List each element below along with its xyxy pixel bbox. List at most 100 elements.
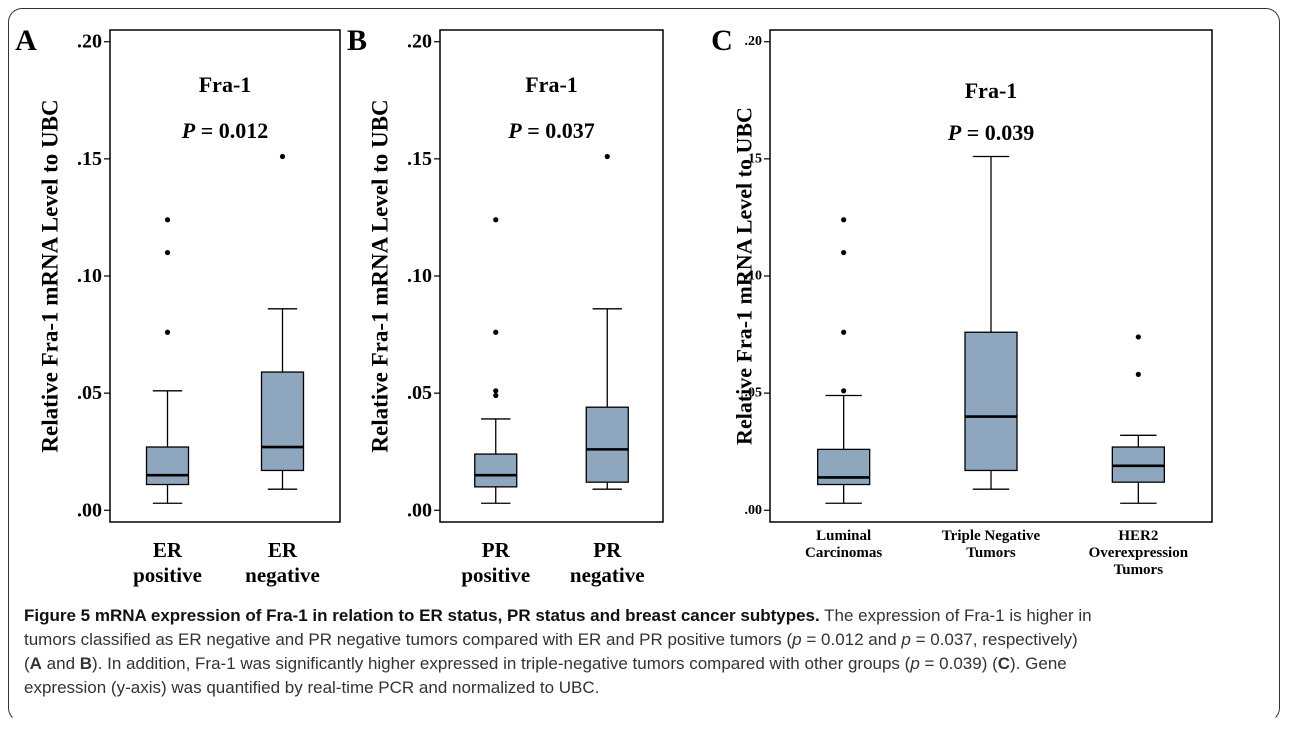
y-tick-label: .15 [77,148,102,170]
panel-letter-a: A [15,24,37,57]
box-plot-b-1 [474,217,518,504]
panel-c: C Relative Fra-1 mRNA Level to UBC .00 .05.… [711,24,1213,578]
caption-text-3a: ( [24,654,30,673]
y-tick-label: .00 [407,499,432,521]
y-axis-label-b: Relative Fra-1 mRNA Level to UBC [368,99,393,452]
p-value-c: P = 0.039 [947,120,1035,145]
gene-title-c: Fra-1 [965,78,1018,103]
caption-text-3and: and [41,654,80,673]
caption-ref-a: A [29,654,42,673]
category-label: positive [133,563,202,587]
y-tick-label: .10 [745,269,763,284]
caption-p-symbol-1: p [792,630,802,649]
y-tick-label: .05 [77,382,102,404]
outlier-point [164,249,171,256]
category-label: negative [570,563,645,587]
caption-text-2a: tumors classified as ER negative and PR … [24,630,793,649]
box-plot-c-1 [817,217,871,504]
caption-text-2b: = 0.012 and [801,630,902,649]
outlier-point [493,392,499,399]
caption-p-symbol-3: p [910,654,920,673]
outlier-point [841,329,847,335]
caption-text-2c: = 0.037, respectively) [910,630,1078,649]
outlier-point [493,329,499,335]
plot-area-b [439,29,664,523]
iqr-box [145,446,190,486]
y-axis-label-a: Relative Fra-1 mRNA Level to UBC [38,99,63,452]
category-label: Carcinomas [805,545,882,561]
y-tick-label: .10 [407,265,432,287]
category-label: PR [593,538,622,562]
y-tick-label: .20 [407,31,432,53]
outlier-point [279,153,286,160]
figure-canvas: A Relative Fra-1 mRNA Level to UBC .00 .05.… [15,24,1213,587]
iqr-box [817,448,871,486]
figure-caption: Figure 5 mRNA expression of Fra-1 in rel… [24,604,1264,700]
box-plot-a-1 [145,217,190,504]
box-plot-a-2 [260,153,305,490]
y-tick-label: .15 [745,151,763,166]
outlier-point [493,388,499,394]
y-tick-label: .00 [77,499,102,521]
caption-ref-c: C [997,654,1011,673]
outlier-point [1135,334,1141,340]
figure-frame [8,8,1280,722]
y-tick-label: .20 [745,34,763,49]
caption-text-3d: ). Gene [1010,654,1067,673]
outlier-point [841,249,847,256]
panel-letter-b: B [347,24,367,57]
box-plot-b-2 [585,153,629,490]
caption-text-1: The expression of Fra-1 is higher in [819,606,1092,625]
gene-title-b: Fra-1 [525,72,578,97]
p-symbol: P [507,118,522,143]
category-label: PR [482,538,511,562]
panel-b: B Relative Fra-1 mRNA Level to UBC .00 .05.… [347,24,664,587]
y-tick-label: .15 [407,148,432,170]
category-label: Tumors [1114,562,1164,578]
y-axis-label-c: Relative Fra-1 mRNA Level to UBC [732,107,757,445]
category-label: ER [268,538,298,562]
outlier-point [841,217,847,223]
panel-letter-c: C [711,24,733,57]
caption-title: Figure 5 mRNA expression of Fra-1 in rel… [24,606,820,625]
caption-text-4: expression (y-axis) was quantified by re… [24,678,600,697]
p-symbol: P [181,118,196,143]
p-symbol: P [947,120,962,145]
p-value-text: = 0.012 [195,118,268,143]
iqr-box [260,371,305,472]
y-tick-label: .00 [745,503,763,518]
category-label: Overexpression [1089,545,1189,561]
caption-p-symbol-2: p [901,630,911,649]
p-value-a: P = 0.012 [181,118,269,143]
y-tick-label: .05 [407,382,432,404]
category-label: negative [245,563,320,587]
iqr-box [964,331,1018,472]
outlier-point [164,217,171,223]
y-tick-label: .20 [77,31,102,53]
caption-ref-b: B [79,654,93,673]
box-plot-c-3 [1111,334,1165,504]
p-value-text: = 0.039 [961,120,1034,145]
caption-text-3c: = 0.039) ( [919,654,998,673]
outlier-point [1135,371,1141,377]
category-label: HER2 [1118,528,1158,544]
y-tick-label: .05 [745,386,763,401]
outlier-point [164,329,171,335]
outlier-point [841,388,847,394]
category-label: Luminal [816,528,871,544]
category-label: Triple Negative [942,528,1041,544]
p-value-b: P = 0.037 [507,118,595,143]
panel-a: A Relative Fra-1 mRNA Level to UBC .00 .05.… [15,24,341,587]
y-tick-label: .10 [77,265,102,287]
box-plot-c-2 [964,155,1018,490]
outlier-point [493,217,499,223]
iqr-box [585,406,629,483]
caption-text-3b: ). In addition, Fra-1 was significantly … [92,654,911,673]
gene-title-a: Fra-1 [199,72,252,97]
iqr-box [474,453,518,488]
category-label: Tumors [966,545,1016,561]
category-label: positive [461,563,530,587]
p-value-text: = 0.037 [522,118,595,143]
outlier-point [604,153,610,160]
category-label: ER [153,538,183,562]
